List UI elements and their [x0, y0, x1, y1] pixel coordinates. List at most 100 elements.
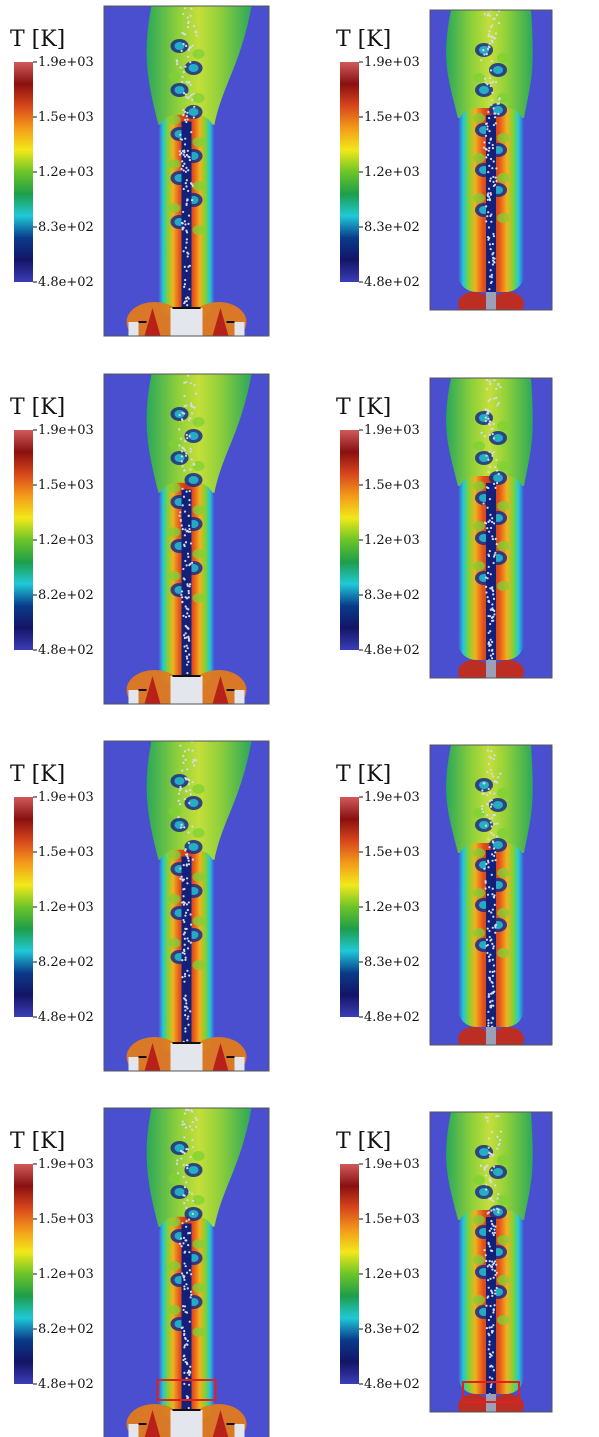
- spray-droplet: [491, 970, 494, 974]
- colorbar-tick-label: 4.8e+02: [38, 1377, 94, 1392]
- panel-row2-left: T [K] 1.9e+03 1.5e+03 1.2e+03 8.2e+02 4.8e+02: [10, 373, 270, 705]
- spray-droplet: [182, 92, 186, 95]
- spray-droplet: [488, 465, 491, 468]
- spray-droplet: [490, 220, 493, 223]
- temperature-field: [104, 741, 269, 1071]
- spray-droplet: [187, 524, 191, 527]
- spray-droplet: [488, 288, 491, 291]
- spray-droplet: [490, 1021, 493, 1024]
- spray-droplet: [493, 1269, 497, 1272]
- spray-droplet: [183, 469, 186, 472]
- spray-droplet: [491, 1231, 494, 1235]
- spray-droplet: [492, 1324, 495, 1327]
- spray-droplet: [485, 148, 488, 151]
- spray-droplet: [488, 846, 491, 849]
- colorbar-tick-label: 1.9e+03: [38, 423, 94, 438]
- spray-droplet: [486, 1164, 489, 1167]
- spray-droplet: [183, 920, 186, 924]
- spray-droplet: [492, 1165, 496, 1168]
- spray-droplet: [188, 527, 191, 531]
- spray-droplet: [183, 1371, 186, 1374]
- spray-droplet: [192, 92, 195, 96]
- spray-droplet: [491, 1294, 494, 1297]
- spray-droplet: [489, 953, 492, 956]
- panel-row1-right: T [K] 1.9e+03 1.5e+03 1.2e+03 8.3e+02 4.8e+02: [336, 9, 553, 311]
- spray-droplet: [495, 781, 499, 784]
- spray-droplet: [495, 396, 498, 399]
- spray-droplet: [492, 1311, 495, 1314]
- spray-droplet: [488, 1334, 491, 1337]
- spray-droplet: [184, 958, 187, 961]
- spray-droplet: [186, 1007, 189, 1010]
- spray-droplet: [186, 255, 189, 258]
- spray-droplet: [493, 813, 497, 816]
- spray-droplet: [192, 116, 195, 119]
- spray-droplet: [484, 1116, 488, 1119]
- spray-droplet: [187, 779, 191, 782]
- spray-droplet: [487, 955, 491, 958]
- spray-droplet: [485, 1259, 488, 1263]
- colorbar-tick-label: 8.2e+02: [38, 1322, 94, 1337]
- spray-droplet: [491, 1331, 494, 1334]
- spray-droplet: [190, 131, 193, 134]
- colorbar-title: T [K]: [10, 762, 65, 787]
- spray-droplet: [187, 555, 190, 558]
- spray-droplet: [491, 859, 494, 862]
- spray-droplet: [188, 288, 191, 291]
- spray-droplet: [190, 458, 193, 461]
- spray-droplet: [184, 956, 187, 959]
- spray-droplet: [186, 908, 189, 912]
- inlet-wall: [128, 690, 139, 704]
- spray-droplet: [193, 105, 196, 108]
- spray-droplet: [184, 454, 188, 457]
- spray-droplet: [189, 450, 192, 453]
- spray-droplet: [491, 432, 494, 436]
- spray-droplet: [494, 926, 497, 929]
- spray-droplet: [491, 999, 494, 1002]
- spray-droplet: [491, 974, 494, 977]
- spray-droplet: [185, 1395, 189, 1398]
- spray-droplet: [489, 248, 492, 251]
- spray-droplet: [188, 435, 191, 438]
- spray-droplet: [187, 530, 190, 533]
- spray-droplet: [179, 826, 183, 829]
- spray-droplet: [186, 552, 190, 555]
- spray-droplet: [490, 938, 493, 941]
- spray-droplet: [492, 1208, 495, 1211]
- spray-droplet: [189, 923, 193, 926]
- spray-droplet: [185, 1283, 188, 1286]
- spray-droplet: [485, 122, 488, 125]
- spray-droplet: [181, 487, 184, 490]
- spray-droplet: [494, 32, 498, 35]
- spray-droplet: [490, 825, 493, 828]
- panel-row4-right: T [K] 1.9e+03 1.5e+03 1.2e+03 8.3e+02 4.8e+02: [336, 1111, 553, 1413]
- spray-droplet: [191, 1212, 194, 1215]
- spray-droplet: [183, 265, 186, 268]
- spray-droplet: [488, 970, 492, 973]
- spray-droplet: [181, 80, 184, 84]
- spray-droplet: [497, 1211, 500, 1214]
- spray-droplet: [491, 259, 495, 262]
- spray-droplet: [183, 283, 187, 286]
- spray-droplet: [191, 825, 194, 828]
- spray-droplet: [186, 1039, 189, 1042]
- spray-droplet: [493, 183, 497, 186]
- spray-droplet: [182, 567, 185, 571]
- spray-droplet: [489, 513, 492, 516]
- spray-droplet: [493, 553, 496, 556]
- spray-droplet: [492, 180, 495, 183]
- spray-droplet: [185, 269, 188, 272]
- spray-droplet: [181, 596, 184, 599]
- spray-droplet: [185, 433, 188, 437]
- spray-droplet: [182, 1358, 185, 1362]
- spray-droplet: [185, 903, 189, 906]
- spray-droplet: [492, 232, 495, 236]
- spray-droplet: [489, 654, 493, 657]
- colorbar-tick-label: 4.8e+02: [38, 275, 94, 290]
- spray-droplet: [492, 758, 496, 761]
- spray-droplet: [182, 1163, 185, 1167]
- spray-droplet: [183, 220, 186, 223]
- spray-droplet: [186, 1148, 190, 1151]
- spray-droplet: [186, 111, 189, 114]
- spray-droplet: [184, 278, 187, 282]
